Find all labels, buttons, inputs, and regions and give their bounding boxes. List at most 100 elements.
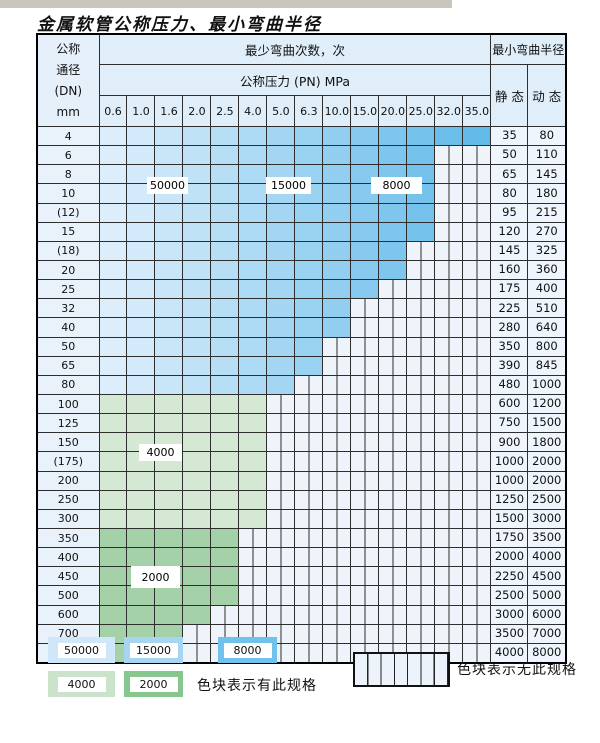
spec-unavailable-cell xyxy=(378,470,408,491)
spec-available-cell xyxy=(182,240,212,261)
spec-available-cell xyxy=(126,508,156,529)
static-radius-value: 1500 xyxy=(490,508,529,529)
spec-unavailable-cell xyxy=(238,604,268,625)
spec-unavailable-cell xyxy=(406,298,436,319)
static-radius-value: 120 xyxy=(490,221,529,242)
spec-unavailable-cell xyxy=(378,374,408,395)
spec-unavailable-cell xyxy=(406,317,436,338)
dn-header-line: (DN) xyxy=(54,83,83,98)
spec-row-dn-400: 400 2000 4000 xyxy=(36,547,567,568)
spec-available-cell xyxy=(98,145,128,166)
pressure-spec-table: 公称 通径 (DN) mm 最少弯曲次数，次 最小弯曲半径 公称压力 (PN) … xyxy=(36,33,567,664)
spec-available-cell xyxy=(182,298,212,319)
spec-unavailable-cell xyxy=(462,240,492,261)
spec-available-cell xyxy=(154,202,184,223)
min-radius-header: 最小弯曲半径 xyxy=(490,33,567,65)
dynamic-radius-value: 4500 xyxy=(527,566,567,587)
static-radius-value: 65 xyxy=(490,164,529,185)
spec-row-dn-50: 50 350 800 xyxy=(36,336,567,357)
spec-available-cell xyxy=(98,336,128,357)
spec-available-cell xyxy=(322,298,352,319)
dn-value: 80 xyxy=(36,374,100,395)
spec-unavailable-cell xyxy=(322,393,352,415)
dn-value: 350 xyxy=(36,527,100,549)
pressure-column-header: 15.0 xyxy=(350,95,380,127)
spec-available-cell xyxy=(210,393,240,415)
spec-available-cell xyxy=(154,298,184,319)
spec-available-cell xyxy=(126,125,156,147)
spec-unavailable-cell xyxy=(462,221,492,242)
spec-unavailable-cell xyxy=(434,164,464,185)
spec-available-cell xyxy=(210,374,240,395)
spec-unavailable-cell xyxy=(406,432,436,453)
spec-available-cell xyxy=(126,202,156,223)
dynamic-radius-value: 640 xyxy=(527,317,567,338)
dn-value: 300 xyxy=(36,508,100,529)
spec-available-cell xyxy=(182,432,212,453)
spec-available-cell xyxy=(238,164,268,185)
dn-value: 65 xyxy=(36,355,100,376)
spec-unavailable-cell xyxy=(462,451,492,472)
spec-unavailable-cell xyxy=(378,393,408,415)
pressure-column-header: 20.0 xyxy=(378,95,408,127)
spec-available-cell xyxy=(98,355,128,376)
cycle-count-label-50000: 50000 xyxy=(147,177,188,194)
spec-unavailable-cell xyxy=(406,374,436,395)
spec-unavailable-cell xyxy=(266,489,296,510)
spec-available-cell xyxy=(378,202,408,223)
spec-unavailable-cell xyxy=(294,413,324,434)
spec-available-cell xyxy=(182,566,212,587)
spec-unavailable-cell xyxy=(350,374,380,395)
spec-unavailable-cell xyxy=(350,547,380,568)
legend-swatch-2000: 2000 xyxy=(124,671,183,697)
spec-unavailable-cell xyxy=(406,413,436,434)
spec-available-cell xyxy=(98,566,128,587)
spec-unavailable-cell xyxy=(378,413,408,434)
spec-available-cell xyxy=(210,566,240,587)
spec-unavailable-cell xyxy=(322,432,352,453)
spec-unavailable-cell xyxy=(406,547,436,568)
spec-unavailable-cell xyxy=(350,298,380,319)
legend-swatch-label: 50000 xyxy=(57,642,106,658)
spec-unavailable-cell xyxy=(462,336,492,357)
dn-value: 40 xyxy=(36,317,100,338)
static-radius-value: 3500 xyxy=(490,623,529,644)
spec-unavailable-cell xyxy=(434,259,464,281)
spec-available-cell xyxy=(238,489,268,510)
spec-available-cell xyxy=(238,451,268,472)
spec-available-cell xyxy=(238,393,268,415)
spec-available-cell xyxy=(266,221,296,242)
spec-available-cell xyxy=(126,336,156,357)
dn-header-line: 公称 xyxy=(56,41,81,56)
spec-available-cell xyxy=(210,432,240,453)
spec-unavailable-cell xyxy=(266,432,296,453)
dn-value: 150 xyxy=(36,432,100,453)
spec-unavailable-cell xyxy=(322,336,352,357)
spec-unavailable-cell xyxy=(434,317,464,338)
spec-available-cell xyxy=(294,240,324,261)
spec-unavailable-cell xyxy=(462,202,492,223)
spec-unavailable-cell xyxy=(238,585,268,606)
spec-available-cell xyxy=(210,489,240,510)
spec-available-cell xyxy=(182,374,212,395)
static-radius-value: 2000 xyxy=(490,547,529,568)
spec-available-cell xyxy=(98,125,128,147)
spec-unavailable-cell xyxy=(322,585,352,606)
spec-available-cell xyxy=(294,355,324,376)
spec-unavailable-cell xyxy=(462,413,492,434)
pressure-column-header: 1.6 xyxy=(154,95,184,127)
spec-unavailable-cell xyxy=(350,470,380,491)
spec-available-cell xyxy=(406,125,436,147)
spec-unavailable-cell xyxy=(406,508,436,529)
spec-unavailable-cell xyxy=(434,604,464,625)
spec-unavailable-cell xyxy=(434,623,464,644)
header-row-1: 公称 通径 (DN) mm 最少弯曲次数，次 最小弯曲半径 xyxy=(36,33,567,127)
spec-unavailable-cell xyxy=(434,547,464,568)
spec-available-cell xyxy=(182,413,212,434)
spec-unavailable-cell xyxy=(266,508,296,529)
spec-available-cell xyxy=(182,221,212,242)
spec-available-cell xyxy=(210,336,240,357)
spec-available-cell xyxy=(98,279,128,300)
spec-available-cell xyxy=(266,355,296,376)
spec-available-cell xyxy=(294,317,324,338)
